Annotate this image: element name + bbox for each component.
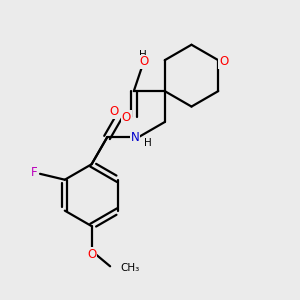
Text: O: O (140, 56, 149, 68)
Text: O: O (87, 248, 96, 261)
Text: F: F (31, 166, 38, 179)
Text: O: O (219, 55, 228, 68)
Text: CH₃: CH₃ (120, 263, 140, 273)
Text: O: O (109, 105, 118, 118)
Text: H: H (139, 50, 146, 59)
Text: H: H (144, 138, 152, 148)
Text: O: O (122, 111, 131, 124)
Text: N: N (130, 131, 140, 144)
